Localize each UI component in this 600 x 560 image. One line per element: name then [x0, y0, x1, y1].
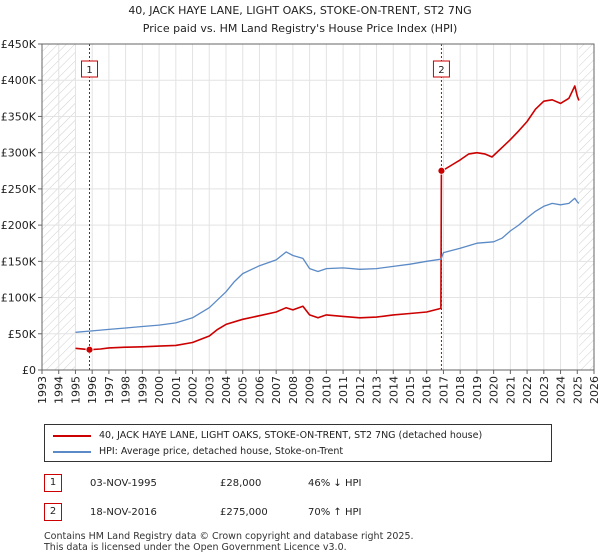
x-tick-label-2006: 2006 [253, 376, 266, 404]
footer-copyright: Contains HM Land Registry data © Crown c… [44, 531, 414, 542]
transaction-hpi-2: 70% ↑ HPI [308, 507, 362, 518]
x-tick-label-2013: 2013 [371, 376, 384, 404]
x-tick-label-2000: 2000 [153, 376, 166, 404]
x-tick-label-2024: 2024 [555, 376, 568, 404]
transaction-price-1: £28,000 [220, 478, 262, 489]
y-tick-label-0: £0 [22, 364, 36, 377]
legend-swatch-hpi [53, 450, 91, 453]
x-tick-label-1997: 1997 [103, 376, 116, 404]
y-tick-label-450000: £450K [1, 38, 37, 51]
transaction-price-2: £275,000 [220, 507, 268, 518]
x-tick-label-2026: 2026 [588, 376, 600, 404]
hatched-range-2 [578, 44, 594, 370]
sale-point-2 [437, 166, 446, 175]
marker-badge-label-2: 2 [438, 65, 444, 76]
x-tick-label-2002: 2002 [187, 376, 200, 404]
legend: 40, JACK HAYE LANE, LIGHT OAKS, STOKE-ON… [44, 424, 552, 462]
price-chart: 40, JACK HAYE LANE, LIGHT OAKS, STOKE-ON… [1, 4, 600, 404]
marker-badge-label-1: 1 [86, 65, 92, 76]
y-tick-label-300000: £300K [1, 147, 37, 160]
transaction-date-2: 18-NOV-2016 [90, 507, 157, 518]
chart-subtitle: Price paid vs. HM Land Registry's House … [143, 22, 458, 35]
chart-title: 40, JACK HAYE LANE, LIGHT OAKS, STOKE-ON… [128, 4, 471, 17]
series-line-hpi [75, 197, 580, 333]
transaction-badge-1: 1 [44, 474, 62, 492]
x-tick-label-2012: 2012 [354, 376, 367, 404]
legend-item-property: 40, JACK HAYE LANE, LIGHT OAKS, STOKE-ON… [53, 428, 482, 444]
plot-area [42, 44, 594, 370]
x-tick-label-2020: 2020 [488, 376, 501, 404]
x-tick-label-1994: 1994 [53, 376, 66, 404]
y-tick-label-400000: £400K [1, 74, 37, 87]
marker-badge-2 [432, 60, 450, 78]
series-line-property [75, 85, 580, 351]
y-tick-label-100000: £100K [1, 292, 37, 305]
x-tick-label-2005: 2005 [237, 376, 250, 404]
plot-frame [41, 43, 595, 371]
legend-item-hpi: HPI: Average price, detached house, Stok… [53, 444, 343, 460]
x-tick-label-2001: 2001 [170, 376, 183, 404]
x-tick-label-1996: 1996 [86, 376, 99, 404]
y-tick-label-250000: £250K [1, 183, 37, 196]
x-tick-label-2025: 2025 [571, 376, 584, 404]
legend-label-hpi: HPI: Average price, detached house, Stok… [99, 446, 344, 457]
x-tick-label-2003: 2003 [203, 376, 216, 404]
x-tick-label-2010: 2010 [320, 376, 333, 404]
transaction-date-1: 03-NOV-1995 [90, 478, 157, 489]
x-tick-label-2021: 2021 [504, 376, 517, 404]
x-tick-label-2008: 2008 [287, 376, 300, 404]
footer-licence: This data is licensed under the Open Gov… [44, 542, 347, 553]
x-tick-label-1993: 1993 [36, 376, 49, 404]
transaction-badge-2: 2 [44, 503, 62, 521]
x-tick-label-2023: 2023 [538, 376, 551, 404]
x-tick-label-2009: 2009 [304, 376, 317, 404]
x-tick-label-2018: 2018 [454, 376, 467, 404]
legend-label-property: 40, JACK HAYE LANE, LIGHT OAKS, STOKE-ON… [99, 430, 483, 441]
x-tick-label-2019: 2019 [471, 376, 484, 404]
x-tick-label-2011: 2011 [337, 376, 350, 404]
y-tick-label-50000: £50K [8, 328, 37, 341]
marker-badge-1 [81, 60, 99, 78]
sale-point-1 [85, 345, 94, 354]
footer: Contains HM Land Registry data © Crown c… [44, 531, 414, 553]
x-tick-label-2022: 2022 [521, 376, 534, 404]
y-tick-label-350000: £350K [1, 110, 37, 123]
x-tick-label-2015: 2015 [404, 376, 417, 404]
x-tick-label-2004: 2004 [220, 376, 233, 404]
x-tick-label-2016: 2016 [421, 376, 434, 404]
x-tick-label-2014: 2014 [387, 376, 400, 404]
x-tick-label-1999: 1999 [136, 376, 149, 404]
x-tick-label-1995: 1995 [69, 376, 82, 404]
transaction-hpi-1: 46% ↓ HPI [308, 478, 362, 489]
y-tick-label-150000: £150K [1, 255, 37, 268]
legend-swatch-property [53, 434, 91, 437]
x-tick-label-2007: 2007 [270, 376, 283, 404]
y-tick-label-200000: £200K [1, 219, 37, 232]
x-tick-label-1998: 1998 [120, 376, 133, 404]
x-tick-label-2017: 2017 [437, 376, 450, 404]
